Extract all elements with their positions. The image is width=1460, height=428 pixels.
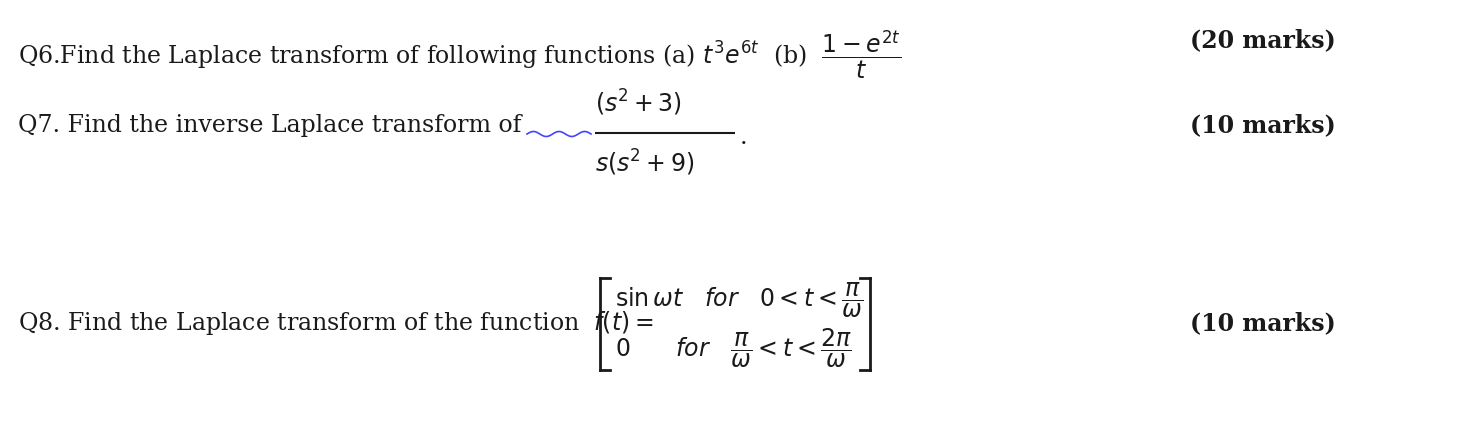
Text: $(s^2+3)$: $(s^2+3)$ [596, 88, 682, 118]
Text: .: . [740, 125, 748, 149]
Text: Q7. Find the inverse Laplace transform of: Q7. Find the inverse Laplace transform o… [18, 113, 521, 137]
Text: $s(s^2+9)$: $s(s^2+9)$ [596, 148, 695, 178]
Text: $0$   $\quad for$   $\dfrac{\pi}{\omega} < t < \dfrac{2\pi}{\omega}$: $0$ $\quad for$ $\dfrac{\pi}{\omega} < t… [615, 326, 853, 370]
Text: (20 marks): (20 marks) [1190, 28, 1336, 52]
Text: $\sin\omega t$   $for$   $0 < t < \dfrac{\pi}{\omega}$: $\sin\omega t$ $for$ $0 < t < \dfrac{\pi… [615, 280, 863, 320]
Text: (10 marks): (10 marks) [1190, 311, 1336, 335]
Text: (10 marks): (10 marks) [1190, 113, 1336, 137]
Text: Q8. Find the Laplace transform of the function  $f(t) =$: Q8. Find the Laplace transform of the fu… [18, 309, 654, 337]
Text: Q6.Find the Laplace transform of following functions (a) $t^3e^{6t}$  (b)  $\dfr: Q6.Find the Laplace transform of followi… [18, 28, 901, 80]
